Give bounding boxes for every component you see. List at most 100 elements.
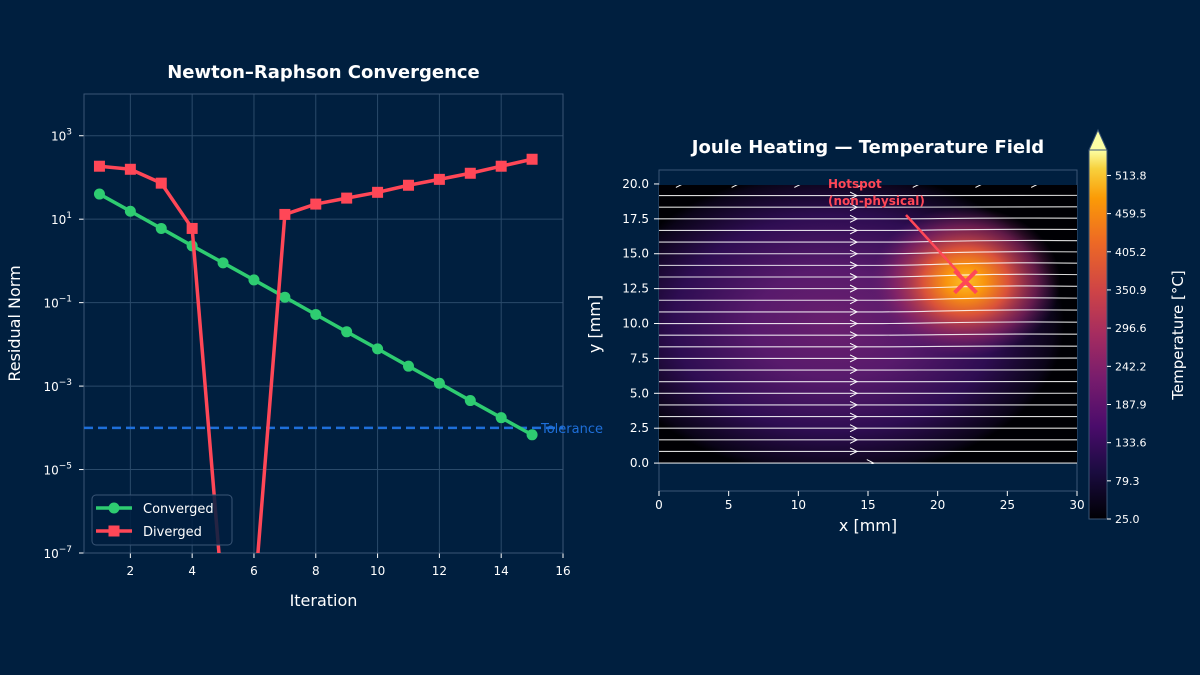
streamline-arrow-icon bbox=[731, 185, 738, 188]
streamline bbox=[659, 228, 1077, 232]
y-tick-base: 10 bbox=[51, 130, 66, 144]
y-tick-label: 10−1 bbox=[43, 295, 72, 311]
point-converged bbox=[526, 429, 538, 441]
y-tick-exponent: −1 bbox=[59, 295, 72, 305]
point-diverged bbox=[124, 163, 136, 175]
y-tick-base: 10 bbox=[43, 297, 58, 311]
point-diverged bbox=[464, 167, 476, 179]
streamline-arrow-icon bbox=[849, 354, 859, 363]
point-converged bbox=[464, 395, 476, 407]
streamline-arrow-icon bbox=[866, 459, 875, 464]
y-tick-label: 2.5 bbox=[630, 421, 649, 435]
colorbar-tick-label: 459.5 bbox=[1115, 208, 1147, 221]
convergence-chart: 2 4 6 8 10 12 14 1610310110−110−310−510−7Tolera… bbox=[5, 62, 603, 610]
point-converged bbox=[495, 412, 507, 424]
x-tick-label: 2 bbox=[127, 564, 135, 578]
colorbar-tick-label: 350.9 bbox=[1115, 284, 1147, 297]
y-tick-label: 5.0 bbox=[630, 386, 649, 400]
colorbar-gradient bbox=[1089, 150, 1107, 519]
streamline-arrow-icon bbox=[849, 342, 859, 351]
streamline-arrow-icon bbox=[849, 261, 859, 270]
point-converged bbox=[433, 377, 445, 389]
x-tick-label: 10 bbox=[791, 498, 806, 512]
x-tick-label: 30 bbox=[1069, 498, 1084, 512]
point-diverged bbox=[279, 208, 291, 220]
x-axis-label: x [mm] bbox=[839, 516, 897, 535]
x-tick-label: 5 bbox=[725, 498, 733, 512]
streamline-arrow-icon bbox=[849, 435, 859, 444]
point-diverged bbox=[155, 177, 167, 189]
point-diverged bbox=[495, 160, 507, 172]
y-tick-base: 10 bbox=[51, 213, 66, 227]
streamline bbox=[659, 297, 1077, 301]
colorbar-tick-label: 242.2 bbox=[1115, 360, 1147, 373]
plot-frame bbox=[83, 93, 564, 554]
x-tick-label: 12 bbox=[432, 564, 447, 578]
streamline bbox=[659, 345, 1077, 348]
y-tick-base: 10 bbox=[43, 547, 58, 561]
y-tick-label: 10.0 bbox=[622, 317, 649, 331]
point-diverged bbox=[433, 173, 445, 185]
hotspot-x-marker-icon bbox=[953, 269, 978, 295]
y-tick-label: 101 bbox=[51, 211, 72, 227]
annotation-line-2: (non-physical) bbox=[828, 194, 925, 208]
streamline-arrow-icon bbox=[849, 331, 859, 340]
y-tick-label: 10−3 bbox=[43, 378, 72, 394]
y-tick-label: 7.5 bbox=[630, 351, 649, 365]
y-tick-exponent: −5 bbox=[59, 462, 72, 472]
point-converged bbox=[93, 188, 105, 200]
point-converged bbox=[402, 360, 414, 372]
streamline-arrow-icon bbox=[849, 226, 859, 235]
point-converged bbox=[217, 257, 229, 269]
streamline-arrow-icon bbox=[849, 238, 859, 247]
point-converged bbox=[155, 222, 167, 234]
streamline bbox=[659, 239, 1077, 243]
streamline bbox=[659, 251, 1077, 255]
x-tick-label: 14 bbox=[494, 564, 509, 578]
streamline-arrow-icon bbox=[849, 389, 859, 398]
x-tick-label: 20 bbox=[930, 498, 945, 512]
legend-marker-converged bbox=[108, 502, 120, 514]
y-tick-label: 15.0 bbox=[622, 247, 649, 261]
streamline bbox=[659, 273, 1077, 278]
streamline-arrow-icon bbox=[1030, 185, 1038, 188]
x-tick-label: 6 bbox=[250, 564, 258, 578]
colorbar-tick-label: 187.9 bbox=[1115, 399, 1147, 412]
y-tick-label: 17.5 bbox=[622, 212, 649, 226]
streamline-arrow-icon bbox=[849, 447, 859, 456]
streamline-arrow-icon bbox=[849, 203, 859, 212]
point-diverged bbox=[341, 192, 353, 204]
x-tick-label: 16 bbox=[555, 564, 570, 578]
x-tick-label: 8 bbox=[312, 564, 320, 578]
legend-marker-diverged bbox=[108, 525, 120, 537]
y-tick-exponent: −7 bbox=[59, 545, 72, 555]
annotation-line-1: Hotspot bbox=[828, 177, 882, 191]
streamline-arrow-icon bbox=[849, 400, 859, 409]
streamline-arrow-icon bbox=[849, 296, 859, 305]
point-diverged bbox=[186, 222, 198, 234]
temperature-field-chart: 0 5 10 15 20 25 30 0.0 2.5 5.0 7.5 10.0 12.5 15.0 17.5… bbox=[585, 128, 1187, 535]
point-diverged bbox=[93, 160, 105, 172]
streamline-arrow-icon bbox=[849, 412, 859, 421]
streamline bbox=[659, 333, 1077, 336]
y-tick-exponent: −3 bbox=[59, 378, 72, 388]
streamline-arrow-icon bbox=[975, 185, 982, 188]
point-diverged bbox=[402, 179, 414, 191]
streamline bbox=[659, 262, 1077, 266]
streamline-arrow-icon bbox=[675, 185, 682, 188]
x-tick-label: 10 bbox=[370, 564, 385, 578]
streamline-arrow-icon bbox=[856, 185, 864, 188]
point-converged bbox=[124, 205, 136, 217]
point-diverged bbox=[526, 153, 538, 165]
streamline bbox=[659, 285, 1077, 290]
point-converged bbox=[248, 274, 260, 286]
annotation-arrow bbox=[905, 214, 961, 275]
streamline-arrow-icon bbox=[849, 284, 859, 293]
x-tick-label: 15 bbox=[860, 498, 875, 512]
y-axis-label: Residual Norm bbox=[5, 265, 24, 381]
streamline-arrow-icon bbox=[849, 307, 859, 316]
y-tick-label: 0.0 bbox=[630, 456, 649, 470]
colorbar-tick-label: 513.8 bbox=[1115, 169, 1147, 182]
